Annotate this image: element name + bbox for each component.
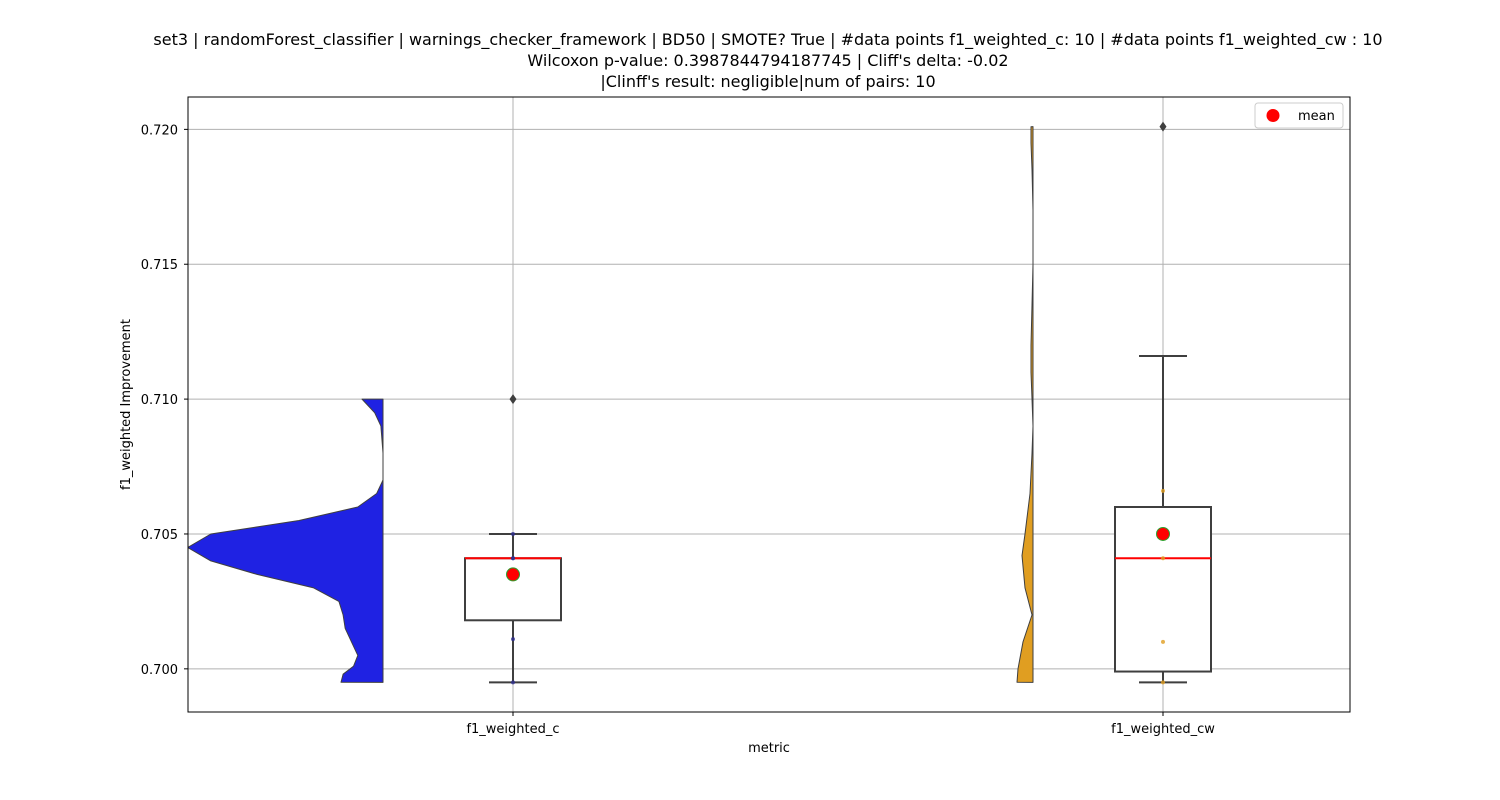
data-point-f1_weighted_c <box>511 680 515 685</box>
chart-title-line-2: Wilcoxon p-value: 0.3987844794187745 | C… <box>527 51 1009 70</box>
mean-marker-f1_weighted_cw <box>1156 526 1170 541</box>
data-point-f1_weighted_cw <box>1161 488 1165 493</box>
data-point-f1_weighted_c <box>511 637 515 642</box>
mean-marker-f1_weighted_c <box>506 567 520 582</box>
box-f1_weighted_c <box>464 557 562 622</box>
axes-frame <box>187 96 1351 713</box>
legend-label-mean: mean <box>1298 109 1335 124</box>
legend-marker-mean <box>1266 109 1280 122</box>
x-axis-label: metric <box>748 741 790 756</box>
outlier-f1_weighted_cw <box>1159 121 1167 132</box>
y-axis-label: f1_weighted Improvement <box>119 319 134 490</box>
violin-f1_weighted_cw <box>1016 126 1034 683</box>
legend-box <box>1254 102 1344 129</box>
y-tick-label: 0.710 <box>141 393 178 408</box>
y-tick-label: 0.700 <box>141 663 178 678</box>
outlier-f1_weighted_c <box>509 394 517 405</box>
y-tick-label: 0.715 <box>141 258 178 273</box>
x-tick-label: f1_weighted_cw <box>1111 722 1215 737</box>
data-point-f1_weighted_cw <box>1161 639 1165 644</box>
data-point-f1_weighted_cw <box>1161 680 1165 685</box>
violin-f1_weighted_c <box>188 398 384 683</box>
legend: mean <box>1254 102 1344 129</box>
data-point-f1_weighted_c <box>511 556 515 561</box>
chart-title-line-1: set3 | randomForest_classifier | warning… <box>153 30 1383 49</box>
chart-title-line-3: |Clinff's result: negligible|num of pair… <box>600 72 936 91</box>
x-tick-label: f1_weighted_c <box>466 722 559 737</box>
data-point-f1_weighted_c <box>511 531 515 536</box>
data-point-f1_weighted_cw <box>1161 556 1165 561</box>
y-tick-label: 0.705 <box>141 528 178 543</box>
y-tick-label: 0.720 <box>141 123 178 138</box>
plot-area <box>188 121 1212 685</box>
